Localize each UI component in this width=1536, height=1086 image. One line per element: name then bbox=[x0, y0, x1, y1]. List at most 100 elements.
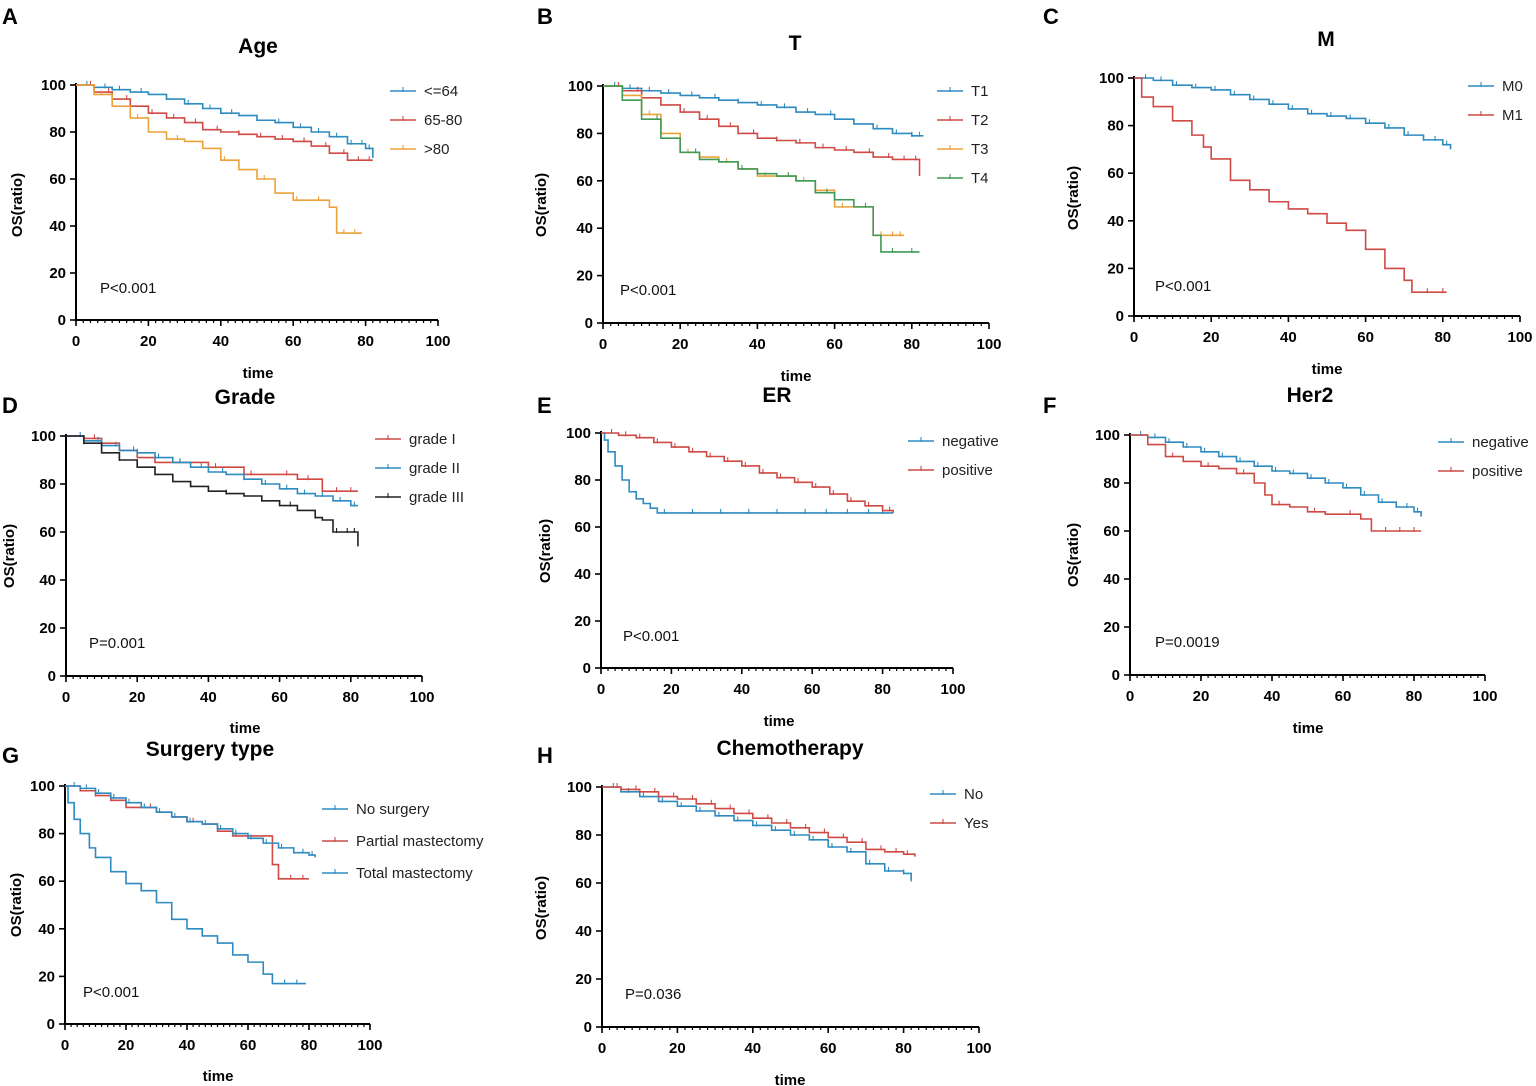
x-tick-label: 40 bbox=[200, 689, 217, 706]
legend-label: negative bbox=[1472, 434, 1529, 451]
km-panel-b: B T 0 20 40 60 80 100 0 20 40 60 80 100 time OS(ratio) P… bbox=[533, 4, 1002, 385]
y-tick-label: 80 bbox=[575, 827, 592, 844]
panel-label: G bbox=[2, 743, 19, 768]
km-curve-t2 bbox=[603, 85, 921, 177]
legend-label: T4 bbox=[971, 170, 989, 187]
x-axis-label: time bbox=[764, 713, 795, 730]
y-tick-label: 40 bbox=[1107, 213, 1124, 230]
x-axis-label: time bbox=[243, 365, 274, 382]
y-tick-label: 100 bbox=[31, 428, 56, 445]
x-tick-label: 0 bbox=[597, 681, 605, 698]
km-curve-65-80 bbox=[76, 84, 373, 161]
y-tick-label: 20 bbox=[574, 613, 591, 630]
y-tick-label: 80 bbox=[39, 476, 56, 493]
y-tick-label: 60 bbox=[39, 524, 56, 541]
x-tick-label: 20 bbox=[1193, 688, 1210, 705]
x-tick-label: 60 bbox=[820, 1040, 837, 1057]
y-tick-label: 20 bbox=[1103, 619, 1120, 636]
km-curve-t1 bbox=[603, 85, 924, 137]
y-tick-label: 40 bbox=[38, 921, 55, 938]
y-axis-label: OS(ratio) bbox=[9, 173, 26, 237]
p-value: P<0.001 bbox=[1155, 278, 1211, 295]
km-curve-positive bbox=[601, 432, 894, 513]
x-axis-label: time bbox=[1293, 720, 1324, 737]
y-tick-label: 20 bbox=[49, 265, 66, 282]
legend-label: positive bbox=[942, 462, 993, 479]
legend-label: No surgery bbox=[356, 801, 430, 818]
y-tick-label: 100 bbox=[1099, 70, 1124, 87]
y-tick-label: 80 bbox=[38, 826, 55, 843]
legend-label: grade III bbox=[409, 489, 464, 506]
km-curve-negative bbox=[1130, 434, 1422, 517]
chart-title: Her2 bbox=[1287, 384, 1334, 407]
x-tick-label: 20 bbox=[140, 333, 157, 350]
y-axis-label: OS(ratio) bbox=[8, 873, 25, 937]
panel-label: E bbox=[537, 393, 552, 418]
legend-label: negative bbox=[942, 433, 999, 450]
y-tick-label: 40 bbox=[575, 923, 592, 940]
y-tick-label: 20 bbox=[576, 268, 593, 285]
x-tick-label: 0 bbox=[61, 1037, 69, 1054]
y-tick-label: 0 bbox=[1116, 308, 1124, 325]
km-curve-no bbox=[602, 786, 912, 881]
y-tick-label: 0 bbox=[584, 1019, 592, 1036]
legend-label: Yes bbox=[964, 815, 988, 832]
y-tick-label: 40 bbox=[39, 572, 56, 589]
y-tick-label: 0 bbox=[48, 668, 56, 685]
legend-label: grade I bbox=[409, 431, 456, 448]
y-axis-label: OS(ratio) bbox=[1, 524, 18, 588]
x-tick-label: 20 bbox=[663, 681, 680, 698]
y-axis-label: OS(ratio) bbox=[533, 173, 550, 237]
y-tick-label: 60 bbox=[1103, 523, 1120, 540]
x-axis-label: time bbox=[775, 1072, 806, 1086]
y-tick-label: 20 bbox=[575, 971, 592, 988]
x-tick-label: 100 bbox=[940, 681, 965, 698]
x-tick-label: 0 bbox=[1130, 329, 1138, 346]
legend-label: T1 bbox=[971, 83, 989, 100]
x-tick-label: 60 bbox=[1357, 329, 1374, 346]
legend-label: 65-80 bbox=[424, 112, 462, 129]
legend-label: T2 bbox=[971, 112, 989, 129]
km-curve-m1 bbox=[1134, 77, 1447, 293]
x-tick-label: 40 bbox=[749, 336, 766, 353]
x-tick-label: 40 bbox=[733, 681, 750, 698]
x-tick-label: 80 bbox=[874, 681, 891, 698]
km-curve-positive bbox=[1130, 434, 1422, 532]
y-tick-label: 80 bbox=[576, 125, 593, 142]
y-axis-label: OS(ratio) bbox=[1065, 166, 1082, 230]
km-panel-c: CM0 20 40 60 80 100020406080100timeOS(ratio)P… bbox=[1043, 4, 1533, 378]
y-tick-label: 60 bbox=[49, 171, 66, 188]
chart-title: Surgery type bbox=[146, 738, 274, 761]
legend-label: grade II bbox=[409, 460, 460, 477]
legend-label: M0 bbox=[1502, 78, 1523, 95]
x-tick-label: 60 bbox=[1335, 688, 1352, 705]
y-tick-label: 100 bbox=[30, 778, 55, 795]
km-curve--80 bbox=[76, 84, 362, 234]
y-tick-label: 60 bbox=[1107, 165, 1124, 182]
y-tick-label: 40 bbox=[574, 566, 591, 583]
x-tick-label: 100 bbox=[1507, 329, 1532, 346]
y-tick-label: 40 bbox=[1103, 571, 1120, 588]
panel-label: B bbox=[537, 4, 553, 29]
p-value: P<0.001 bbox=[620, 282, 676, 299]
legend-label: Total mastectomy bbox=[356, 865, 473, 882]
y-tick-label: 0 bbox=[58, 312, 66, 329]
legend-label: >80 bbox=[424, 141, 449, 158]
x-tick-label: 100 bbox=[976, 336, 1001, 353]
x-tick-label: 60 bbox=[271, 689, 288, 706]
km-panel-g: G Surgery type 0 20 40 60 80 100 0 20 40 60 80 100 tim… bbox=[2, 738, 484, 1085]
x-tick-label: 0 bbox=[72, 333, 80, 350]
x-tick-label: 20 bbox=[118, 1037, 135, 1054]
chart-title: Age bbox=[238, 35, 278, 58]
legend-label: No bbox=[964, 786, 983, 803]
x-tick-label: 40 bbox=[1280, 329, 1297, 346]
x-tick-label: 80 bbox=[895, 1040, 912, 1057]
y-axis-label: OS(ratio) bbox=[537, 519, 554, 583]
km-curve-m0 bbox=[1134, 77, 1452, 150]
y-tick-label: 100 bbox=[566, 425, 591, 442]
legend-label: Partial mastectomy bbox=[356, 833, 484, 850]
legend-label: positive bbox=[1472, 463, 1523, 480]
y-tick-label: 20 bbox=[1107, 260, 1124, 277]
x-tick-label: 80 bbox=[903, 336, 920, 353]
y-tick-label: 0 bbox=[47, 1016, 55, 1033]
